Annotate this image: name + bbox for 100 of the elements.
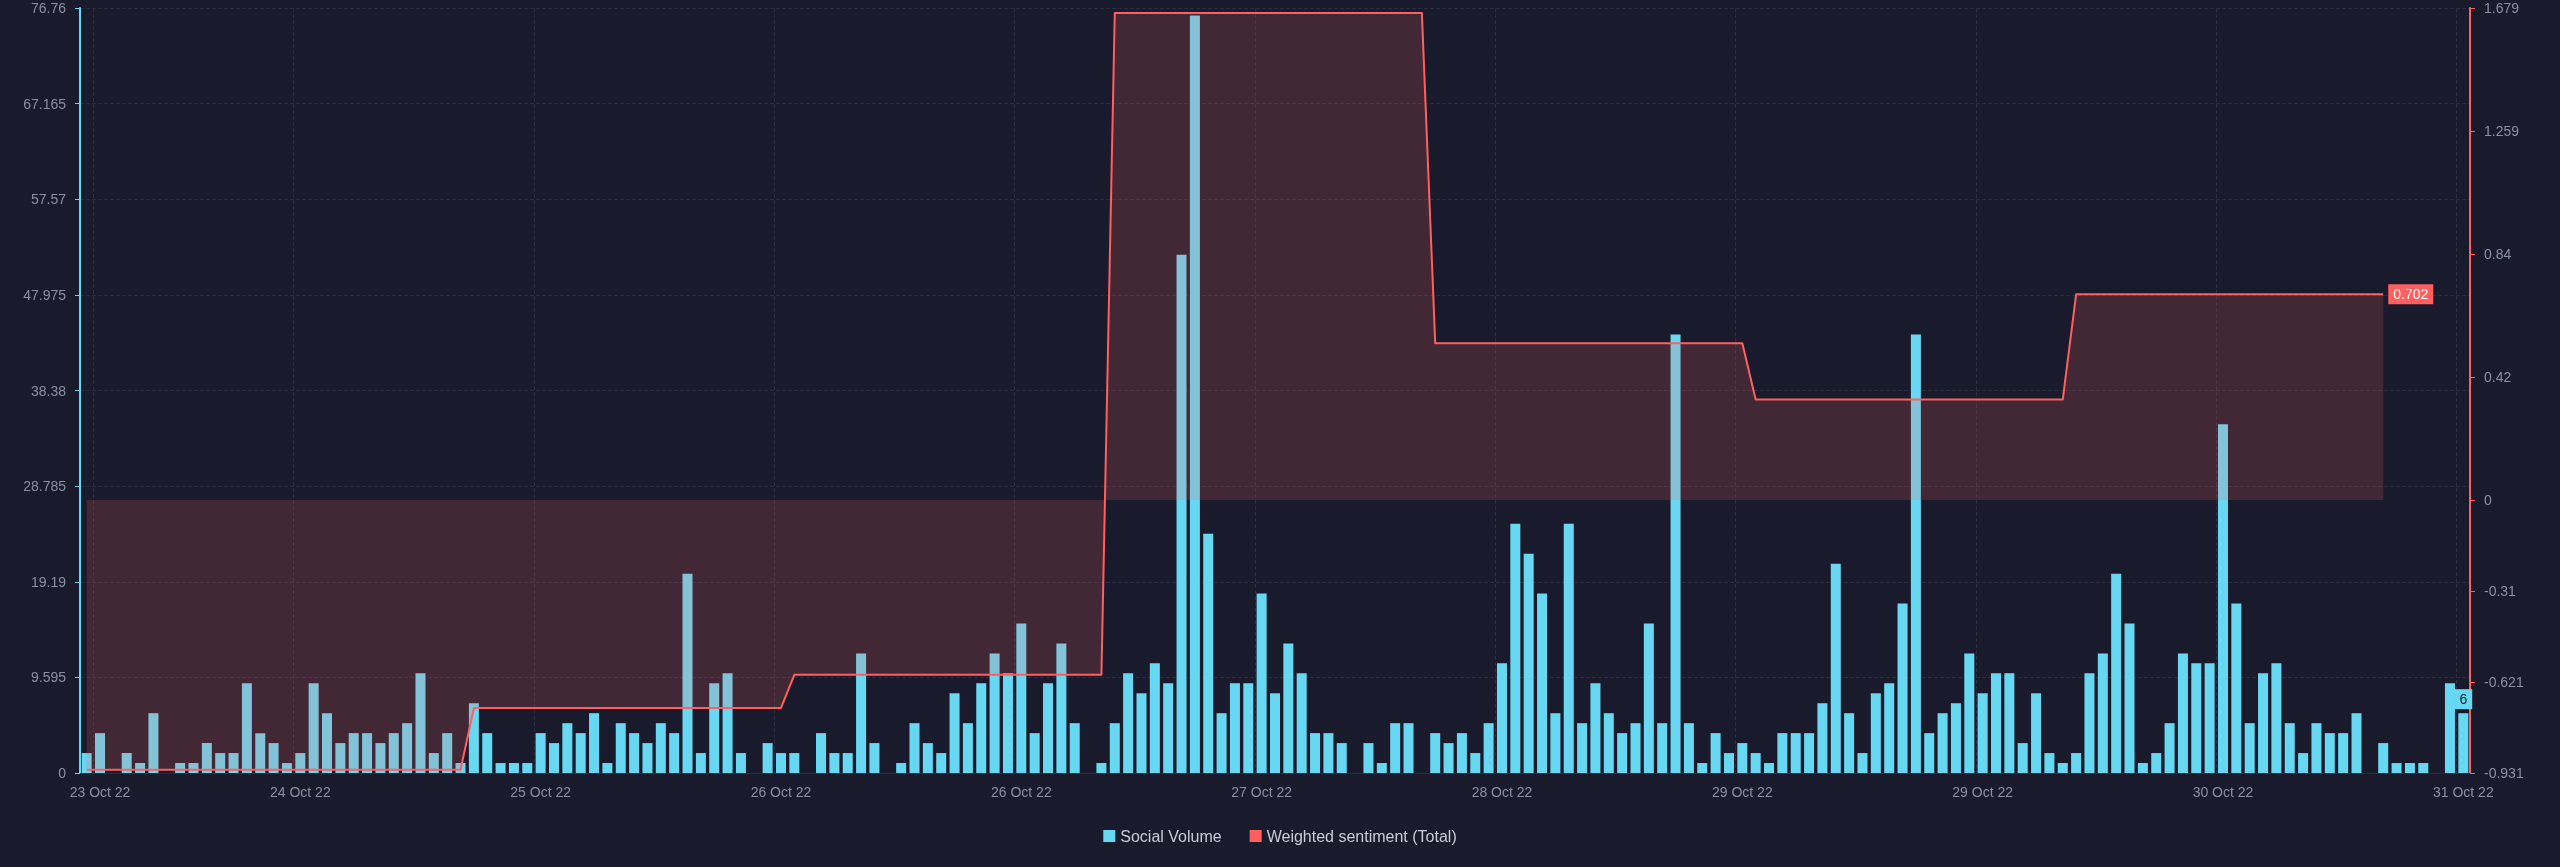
x-tick-label: 29 Oct 22 (1711, 784, 1773, 800)
bar (2231, 603, 2242, 773)
bar (655, 723, 666, 773)
y-tick-label: 67.165 (23, 95, 67, 112)
bar (1617, 733, 1628, 773)
bar (2298, 753, 2309, 773)
x-tick-label: 23 Oct 22 (69, 784, 131, 800)
y2-tick-label: 1.259 (2484, 123, 2520, 140)
bar (2177, 653, 2188, 773)
bar (1844, 713, 1855, 773)
bar (1991, 673, 2002, 773)
x-tick-label: 26 Oct 22 (990, 784, 1052, 800)
bar (1924, 733, 1935, 773)
bar (2191, 663, 2202, 773)
bar (695, 753, 706, 773)
bar (602, 763, 613, 773)
bar (1510, 523, 1521, 773)
y2-tick-label: -0.31 (2484, 582, 2517, 599)
bar (508, 763, 519, 773)
bar (1283, 643, 1294, 773)
bar (268, 743, 279, 773)
bar (1857, 753, 1868, 773)
bar (215, 753, 226, 773)
bar (1269, 693, 1281, 773)
bar (896, 763, 907, 773)
bar (95, 733, 106, 773)
bar (1203, 533, 1214, 773)
bar (762, 743, 773, 773)
bar (575, 733, 586, 773)
bar (2284, 723, 2295, 773)
bar (375, 743, 386, 773)
y-tick-label: 0 (58, 765, 67, 781)
bar (2031, 693, 2042, 773)
bar (2217, 424, 2228, 773)
bar (1323, 733, 1334, 773)
bar (962, 723, 973, 773)
bar (1336, 743, 1347, 773)
bar (949, 693, 960, 773)
legend-label: Social Volume (1120, 827, 1222, 845)
bar (1376, 763, 1387, 773)
bar (1216, 713, 1227, 773)
bar (2017, 743, 2028, 773)
bar (442, 733, 453, 773)
bar (1256, 593, 1267, 773)
bar (1243, 683, 1254, 773)
bar (1697, 763, 1708, 773)
bar (1670, 334, 1681, 773)
bar (322, 713, 333, 773)
bar (1363, 743, 1374, 773)
bar (228, 753, 239, 773)
bar (842, 753, 853, 773)
bar (1977, 693, 1988, 773)
bar (1483, 723, 1494, 773)
y2-tick-label: 0.84 (2484, 245, 2512, 262)
bar (255, 733, 266, 773)
bar (1577, 723, 1588, 773)
bar (1136, 693, 1147, 773)
bar (2404, 763, 2415, 773)
bar (816, 733, 827, 773)
bar (2311, 723, 2322, 773)
bar (1430, 733, 1441, 773)
y-tick-label: 47.975 (23, 286, 67, 303)
bar (1764, 763, 1775, 773)
y-tick-label: 38.38 (30, 382, 67, 399)
bar (2204, 663, 2215, 773)
bar (348, 733, 359, 773)
bar (1870, 693, 1881, 773)
bar (415, 673, 426, 773)
bar (1657, 723, 1668, 773)
x-tick-label: 31 Oct 22 (2432, 784, 2494, 800)
bar (201, 743, 212, 773)
bar (775, 753, 786, 773)
bar (308, 683, 319, 773)
bar (148, 713, 159, 773)
bar (1683, 723, 1694, 773)
bar (1470, 753, 1481, 773)
bar (2378, 743, 2389, 773)
bar (669, 733, 680, 773)
bar (2244, 723, 2255, 773)
bar (2124, 623, 2135, 773)
bar (682, 573, 693, 773)
bar (869, 743, 880, 773)
bar (2271, 663, 2282, 773)
bar (2151, 753, 2162, 773)
bar (1443, 743, 1454, 773)
bar (1002, 673, 1013, 773)
x-tick-label: 25 Oct 22 (510, 784, 572, 800)
bar (1403, 723, 1414, 773)
bar (548, 743, 559, 773)
bar (2338, 733, 2349, 773)
bar (2418, 763, 2429, 773)
y-tick-label: 57.57 (30, 191, 67, 208)
bar (1603, 713, 1614, 773)
y2-tick-label: -0.931 (2484, 765, 2524, 781)
bar (856, 653, 867, 773)
x-tick-label: 26 Oct 22 (750, 784, 812, 800)
bar (468, 703, 479, 773)
x-tick-label: 27 Oct 22 (1231, 784, 1293, 800)
bar (1777, 733, 1788, 773)
bar (1643, 623, 1654, 773)
